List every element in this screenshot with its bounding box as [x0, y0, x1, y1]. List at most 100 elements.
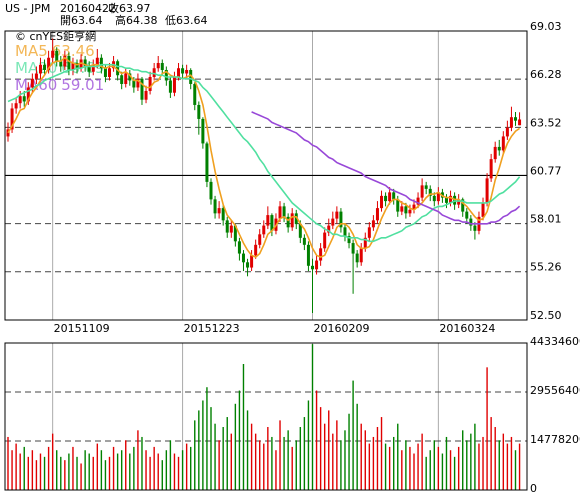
candle-body — [323, 232, 327, 249]
candle-body — [436, 192, 440, 202]
y-tick-label: 29556400 — [530, 384, 580, 397]
candle-body — [396, 199, 400, 212]
volume-bar — [84, 450, 86, 490]
candle-body — [108, 68, 111, 77]
candle-body — [75, 62, 79, 69]
volume-bar — [23, 446, 25, 490]
candle-body — [339, 211, 343, 228]
volume-bar — [425, 456, 427, 490]
volume-bar — [234, 403, 237, 490]
candle-body — [10, 108, 14, 130]
candle-body — [315, 260, 319, 270]
volume-bar — [287, 430, 289, 490]
volume-bar — [433, 440, 435, 490]
candle-body — [246, 262, 250, 268]
header-line: US - JPM 20160422收63.97 — [5, 1, 151, 15]
volume-bar — [490, 417, 492, 490]
candle-body — [120, 75, 124, 84]
candle-body — [359, 248, 363, 263]
candle-body — [237, 241, 241, 254]
candle-body — [457, 199, 461, 205]
volume-bar — [165, 450, 168, 490]
candle-body — [331, 218, 335, 226]
volume-bar — [218, 440, 220, 490]
volume-bar — [417, 443, 419, 490]
volume-bar — [116, 453, 119, 490]
volume-bar — [319, 407, 322, 490]
candle-body — [181, 68, 185, 74]
candle-body — [367, 227, 371, 238]
candle-body — [444, 197, 448, 203]
volume-bar — [43, 456, 46, 490]
volume-bar — [323, 423, 326, 490]
candle-body — [83, 59, 87, 67]
y-tick-label: 52.50 — [530, 309, 562, 322]
volume-bar — [31, 450, 34, 490]
candle-body — [266, 215, 270, 226]
volume-bar — [307, 400, 310, 490]
candle-body — [420, 185, 424, 198]
candle-body — [270, 215, 274, 231]
volume-bar — [64, 460, 66, 490]
volume-bar — [47, 446, 50, 490]
candle-body — [26, 87, 30, 102]
volume-bar — [486, 367, 488, 490]
candle-body — [124, 73, 128, 84]
candle-body — [493, 146, 497, 160]
candle-body — [473, 225, 477, 231]
candle-body — [51, 50, 55, 58]
candle-body — [205, 143, 209, 182]
volume-bar — [125, 440, 127, 490]
volume-bar — [242, 364, 245, 490]
candle-body — [6, 129, 10, 137]
volume-bar — [96, 443, 99, 490]
volume-bar — [60, 456, 62, 490]
candle-body — [67, 56, 71, 70]
volume-bar — [514, 450, 517, 490]
volume-bar — [462, 430, 464, 490]
candle-body — [380, 195, 384, 209]
candle-body — [213, 199, 217, 214]
y-tick-label: 63.52 — [530, 116, 562, 129]
volume-bar — [181, 450, 184, 490]
volume-bar — [108, 456, 111, 490]
symbol: US - JPM — [5, 2, 50, 15]
volume-bar — [246, 410, 249, 490]
candle-body — [282, 206, 286, 217]
volume-bar — [267, 427, 269, 490]
volume-bar — [100, 450, 103, 490]
candle-body — [132, 80, 136, 88]
legend-value: 59.01 — [61, 76, 104, 94]
volume-bar — [413, 453, 415, 490]
low-label: 低 — [165, 14, 176, 27]
candle-body — [91, 64, 95, 72]
volume-bar — [226, 417, 228, 490]
candle-body — [18, 96, 22, 104]
candle-body — [34, 73, 38, 79]
volume-bar — [283, 436, 285, 490]
candle-body — [156, 62, 160, 69]
y-tick-label: 66.28 — [530, 68, 562, 81]
candle-body — [294, 213, 298, 224]
volume-bar — [112, 446, 115, 490]
candle-body — [258, 234, 262, 245]
candle-body — [14, 103, 18, 109]
candle-body — [416, 197, 420, 205]
low-value: 63.64 — [176, 14, 208, 27]
volume-bar — [120, 450, 123, 490]
candle-body — [302, 237, 306, 245]
x-tick-label: 20151223 — [184, 322, 240, 335]
x-tick-label: 20160209 — [314, 322, 370, 335]
candle-body — [193, 83, 197, 105]
volume-bar — [51, 433, 54, 490]
volume-bar — [344, 430, 346, 490]
volume-bar — [76, 456, 78, 490]
volume-bar — [348, 413, 350, 490]
volume-bar — [393, 436, 395, 490]
volume-bar — [360, 423, 362, 490]
volume-bar — [478, 443, 480, 490]
volume-bar — [19, 453, 21, 490]
volume-bar — [311, 344, 314, 490]
volume-bar — [137, 430, 139, 490]
